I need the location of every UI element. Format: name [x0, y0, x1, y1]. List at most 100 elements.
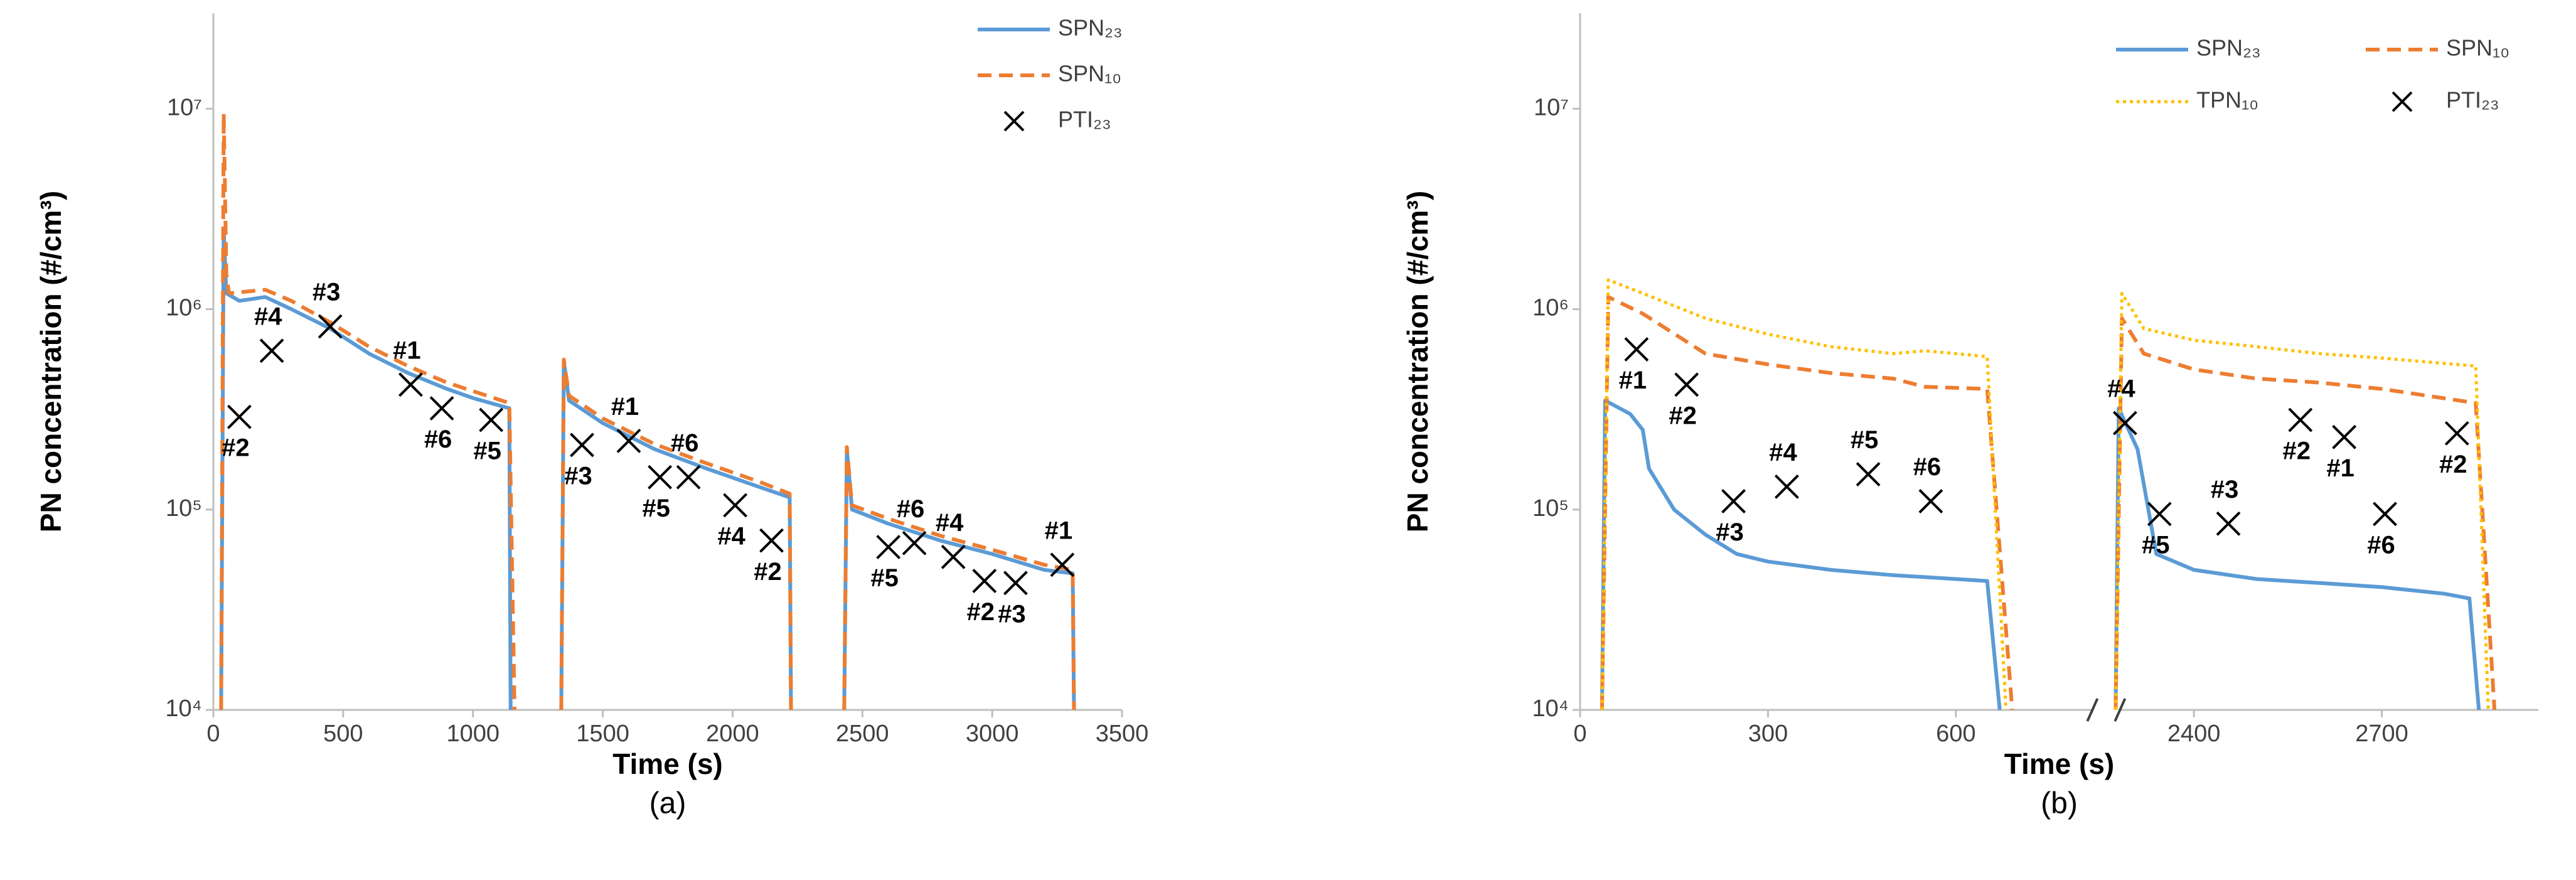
y-axis-title: PN concentration (#/cm³) [1401, 191, 1434, 532]
y-tick-label: 10⁶ [166, 295, 202, 321]
y-axis-title: PN concentration (#/cm³) [35, 191, 67, 532]
series-line [219, 111, 1076, 711]
marker [570, 432, 594, 458]
point-label: #3 [2211, 476, 2239, 503]
point-label: #6 [1913, 453, 1942, 481]
series-line [1600, 399, 2481, 711]
marker [876, 535, 901, 559]
marker [902, 530, 927, 555]
marker [2147, 502, 2172, 527]
marker [1003, 571, 1028, 596]
marker [429, 396, 454, 421]
marker [2373, 502, 2397, 527]
point-label: #5 [473, 437, 501, 465]
legend-marker [2392, 91, 2413, 112]
legend-label: PTI₂₃ [1058, 107, 1111, 132]
series-line [1600, 278, 2490, 711]
y-tick-label: 10⁷ [1534, 94, 1569, 121]
marker [2216, 511, 2241, 536]
marker [318, 314, 343, 339]
x-tick-label: 500 [323, 721, 363, 747]
marker [398, 372, 423, 397]
point-label: #3 [1716, 518, 1744, 546]
marker [941, 544, 966, 569]
point-label: #1 [1619, 367, 1647, 394]
point-label: #2 [2283, 437, 2311, 465]
marker [1918, 489, 1943, 513]
x-tick-label: 2700 [2355, 721, 2408, 747]
point-label: #2 [754, 558, 782, 586]
y-tick-label: 10⁴ [165, 695, 202, 722]
point-label: #5 [870, 564, 899, 592]
x-axis-title: Time (s) [612, 748, 723, 780]
caption: (a) [649, 787, 687, 820]
legend-label: SPN₂₃ [2196, 35, 2261, 61]
x-axis-title: Time (s) [2004, 748, 2115, 780]
point-label: #4 [936, 509, 964, 537]
series-line [219, 227, 1076, 711]
axis-break [2086, 698, 2127, 722]
point-label: #3 [998, 600, 1026, 628]
point-label: #2 [966, 598, 995, 626]
point-label: #4 [1769, 439, 1797, 466]
x-tick-label: 0 [206, 721, 220, 747]
y-tick-label: 10⁵ [1532, 495, 1569, 522]
marker [676, 464, 701, 490]
x-tick-label: 3000 [966, 721, 1019, 747]
marker [648, 464, 673, 490]
point-label: #1 [611, 393, 639, 421]
legend-marker [1003, 110, 1025, 132]
x-tick-label: 3500 [1096, 721, 1149, 747]
point-label: #4 [2107, 375, 2135, 403]
point-label: #6 [2367, 531, 2395, 559]
x-tick-label: 0 [1573, 721, 1586, 747]
point-label: #1 [2326, 454, 2354, 482]
marker [1674, 372, 1699, 397]
marker [227, 404, 252, 429]
point-label: #1 [393, 336, 421, 364]
marker [1774, 474, 1799, 499]
marker [972, 569, 997, 594]
series-line [1600, 295, 2497, 711]
x-tick-label: 300 [1748, 721, 1788, 747]
legend-label: SPN₁₀ [2446, 35, 2509, 61]
y-tick-label: 10⁴ [1532, 695, 1569, 722]
marker [1050, 552, 1075, 577]
marker [616, 429, 641, 453]
point-label: #2 [1669, 402, 1697, 429]
point-label: #6 [671, 429, 699, 457]
marker [1856, 462, 1881, 486]
point-label: #4 [717, 523, 746, 550]
point-label: #5 [1851, 426, 1879, 454]
legend-label: SPN₁₀ [1058, 61, 1121, 87]
marker [479, 407, 504, 432]
x-tick-label: 1500 [576, 721, 629, 747]
point-label: #6 [897, 495, 925, 523]
marker [759, 528, 784, 553]
x-tick-label: 600 [1936, 721, 1975, 747]
point-label: #2 [222, 434, 250, 462]
point-label: #4 [254, 303, 282, 330]
marker [723, 493, 747, 518]
y-tick-label: 10⁶ [1532, 295, 1569, 321]
marker [2444, 421, 2469, 446]
point-label: #5 [642, 495, 670, 522]
point-label: #3 [564, 462, 592, 490]
legend-label: PTI₂₃ [2446, 87, 2499, 113]
point-label: #3 [313, 279, 341, 306]
caption: (b) [2041, 787, 2078, 820]
y-tick-label: 10⁷ [167, 94, 202, 121]
point-label: #6 [424, 426, 452, 453]
x-tick-label: 2000 [706, 721, 759, 747]
legend-label: SPN₂₃ [1058, 15, 1123, 41]
marker [2332, 424, 2357, 449]
point-label: #2 [2439, 451, 2467, 478]
x-tick-label: 2500 [836, 721, 889, 747]
marker [259, 338, 284, 363]
marker [2112, 410, 2137, 436]
point-label: #5 [2142, 531, 2170, 559]
point-label: #1 [1045, 517, 1073, 544]
y-tick-label: 10⁵ [166, 495, 202, 522]
